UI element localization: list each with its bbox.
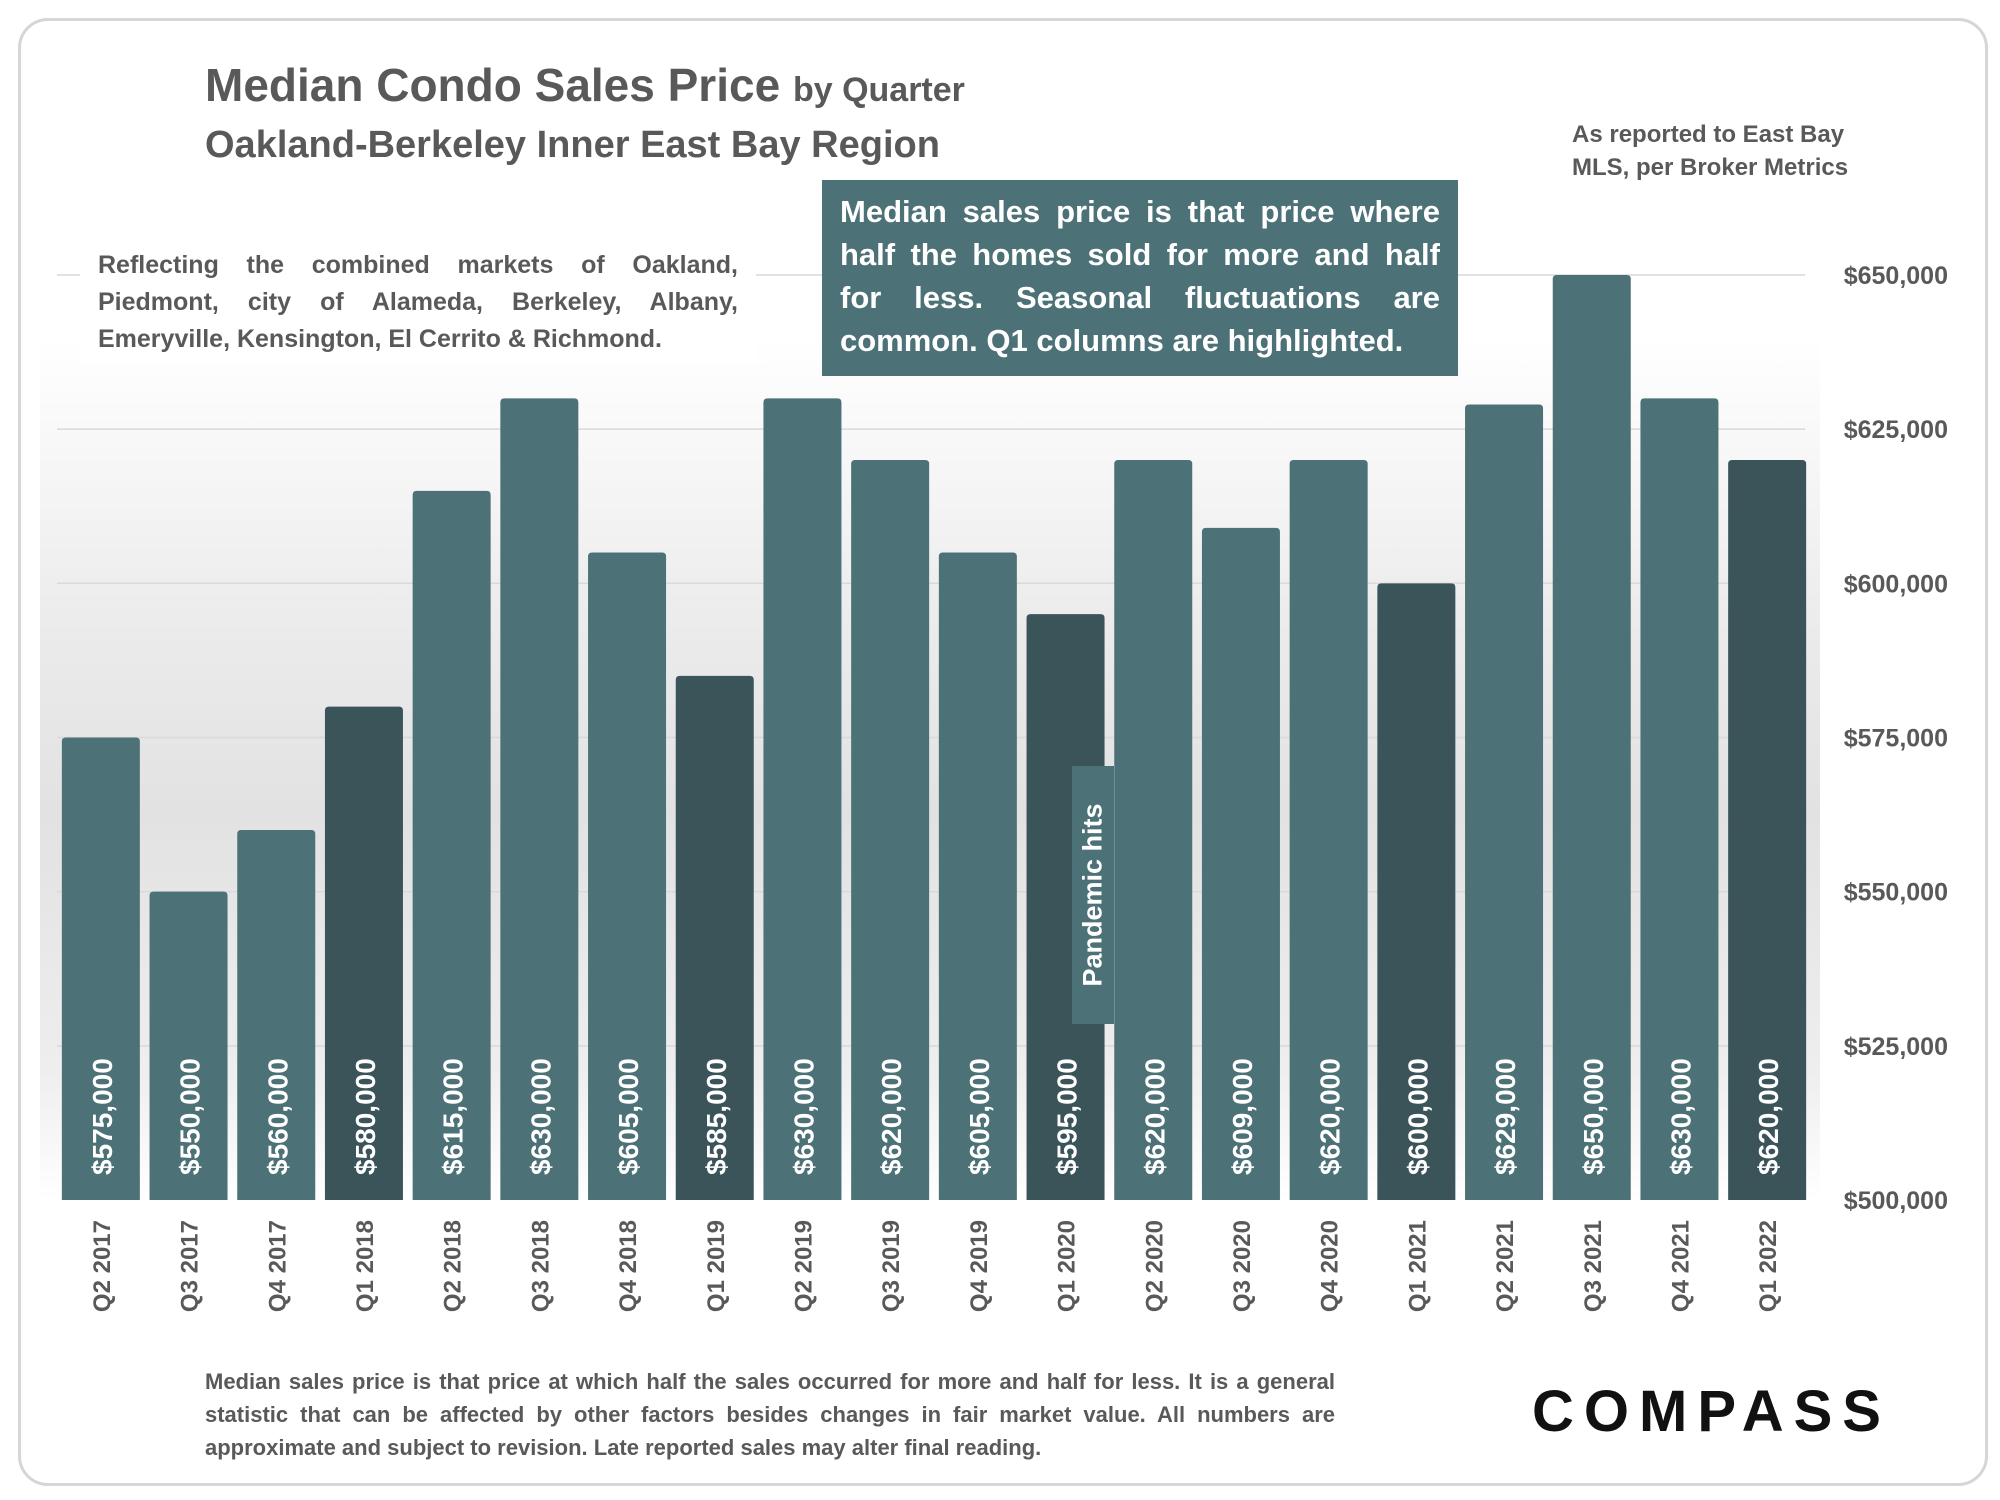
bar <box>1289 460 1368 1200</box>
bar <box>1377 583 1456 1200</box>
y-tick-label: $500,000 <box>1844 1187 1948 1215</box>
x-tick-label: Q1 2021 <box>1404 1220 1431 1312</box>
bar <box>1728 460 1807 1200</box>
bar <box>675 675 754 1200</box>
compass-logo: COMPASS <box>1532 1379 1891 1444</box>
pandemic-annotation: Pandemic hits <box>1072 766 1114 1024</box>
bar <box>149 891 228 1200</box>
bar <box>1026 614 1105 1200</box>
x-tick-label: Q4 2019 <box>966 1220 993 1312</box>
value-label: $620,000 <box>1315 1058 1346 1175</box>
x-tick-label: Q4 2020 <box>1317 1220 1344 1312</box>
chart-subtitle: Oakland-Berkeley Inner East Bay Region <box>205 124 940 166</box>
median-callout: Median sales price is that price where h… <box>822 180 1458 376</box>
value-label: $609,000 <box>1227 1058 1258 1175</box>
value-label: $560,000 <box>262 1058 293 1175</box>
x-tick-label: Q2 2017 <box>89 1220 116 1312</box>
y-tick-label: $525,000 <box>1844 1033 1948 1061</box>
value-label: $605,000 <box>964 1058 995 1175</box>
x-tick-label: Q3 2019 <box>878 1220 905 1312</box>
bar <box>763 398 842 1200</box>
x-tick-label: Q3 2020 <box>1229 1220 1256 1312</box>
y-tick-label: $575,000 <box>1844 725 1948 753</box>
bar <box>412 490 491 1200</box>
value-label: $630,000 <box>1665 1058 1696 1175</box>
x-tick-label: Q3 2021 <box>1580 1220 1607 1312</box>
value-label: $550,000 <box>175 1058 206 1175</box>
title-suffix: by Quarter <box>792 71 965 109</box>
value-label: $615,000 <box>438 1058 469 1175</box>
x-axis-labels: Q2 2017 Q3 2017 Q4 2017 Q1 2018 Q2 2018 Q3 20… <box>89 1220 1782 1312</box>
bars <box>61 275 1807 1200</box>
x-tick-label: Q4 2021 <box>1667 1220 1694 1312</box>
value-label: $620,000 <box>876 1058 907 1175</box>
region-note: Reflecting the combined markets of Oakla… <box>80 243 756 362</box>
y-tick-label: $650,000 <box>1844 262 1948 290</box>
value-label: $650,000 <box>1578 1058 1609 1175</box>
x-tick-label: Q2 2021 <box>1492 1220 1519 1312</box>
bar <box>1465 404 1544 1200</box>
y-tick-label: $550,000 <box>1844 879 1948 907</box>
value-label: $600,000 <box>1402 1058 1433 1175</box>
source-note: As reported to East Bay MLS, per Broker … <box>1572 121 1849 181</box>
value-label: $580,000 <box>350 1058 381 1175</box>
value-label: $575,000 <box>87 1058 118 1175</box>
bar <box>61 737 140 1200</box>
x-tick-label: Q2 2020 <box>1141 1220 1168 1312</box>
x-tick-label: Q3 2017 <box>177 1220 204 1312</box>
x-tick-label: Q1 2019 <box>703 1220 730 1312</box>
bar <box>1201 527 1280 1200</box>
y-axis-labels: $500,000 $525,000 $550,000 $575,000 $600,000… <box>1844 262 1948 1215</box>
value-label: $585,000 <box>701 1058 732 1175</box>
bar <box>237 830 316 1200</box>
value-label: $620,000 <box>1753 1058 1784 1175</box>
pandemic-label: Pandemic hits <box>1077 803 1108 987</box>
x-tick-label: Q1 2018 <box>352 1220 379 1312</box>
chart-title: Median Condo Sales Price by Quarter <box>205 58 965 112</box>
x-tick-label: Q4 2017 <box>264 1220 291 1312</box>
x-tick-label: Q4 2018 <box>615 1220 642 1312</box>
bar <box>1640 398 1719 1200</box>
title-main: Median Condo Sales Price <box>205 59 781 111</box>
bar <box>938 552 1017 1200</box>
x-tick-label: Q2 2019 <box>790 1220 817 1312</box>
value-labels: $575,000 $550,000 $560,000 $580,000 $615,000… <box>87 1058 1784 1175</box>
y-tick-label: $600,000 <box>1844 570 1948 598</box>
bar <box>851 460 930 1200</box>
value-label: $595,000 <box>1052 1058 1083 1175</box>
value-label: $620,000 <box>1139 1058 1170 1175</box>
bar-chart: $575,000 $550,000 $560,000 $580,000 $615,000… <box>57 262 1948 1312</box>
bar <box>324 706 403 1200</box>
footnote: Median sales price is that price at whic… <box>205 1369 1335 1460</box>
bar <box>1552 275 1631 1200</box>
value-label: $630,000 <box>525 1058 556 1175</box>
y-tick-label: $625,000 <box>1844 416 1948 444</box>
value-label: $605,000 <box>613 1058 644 1175</box>
x-tick-label: Q1 2020 <box>1054 1220 1081 1312</box>
x-tick-label: Q2 2018 <box>440 1220 467 1312</box>
value-label: $629,000 <box>1490 1058 1521 1175</box>
bar <box>500 398 579 1200</box>
bar <box>588 552 667 1200</box>
x-tick-label: Q3 2018 <box>527 1220 554 1312</box>
x-tick-label: Q1 2022 <box>1755 1220 1782 1312</box>
bar <box>1114 460 1193 1200</box>
value-label: $630,000 <box>788 1058 819 1175</box>
